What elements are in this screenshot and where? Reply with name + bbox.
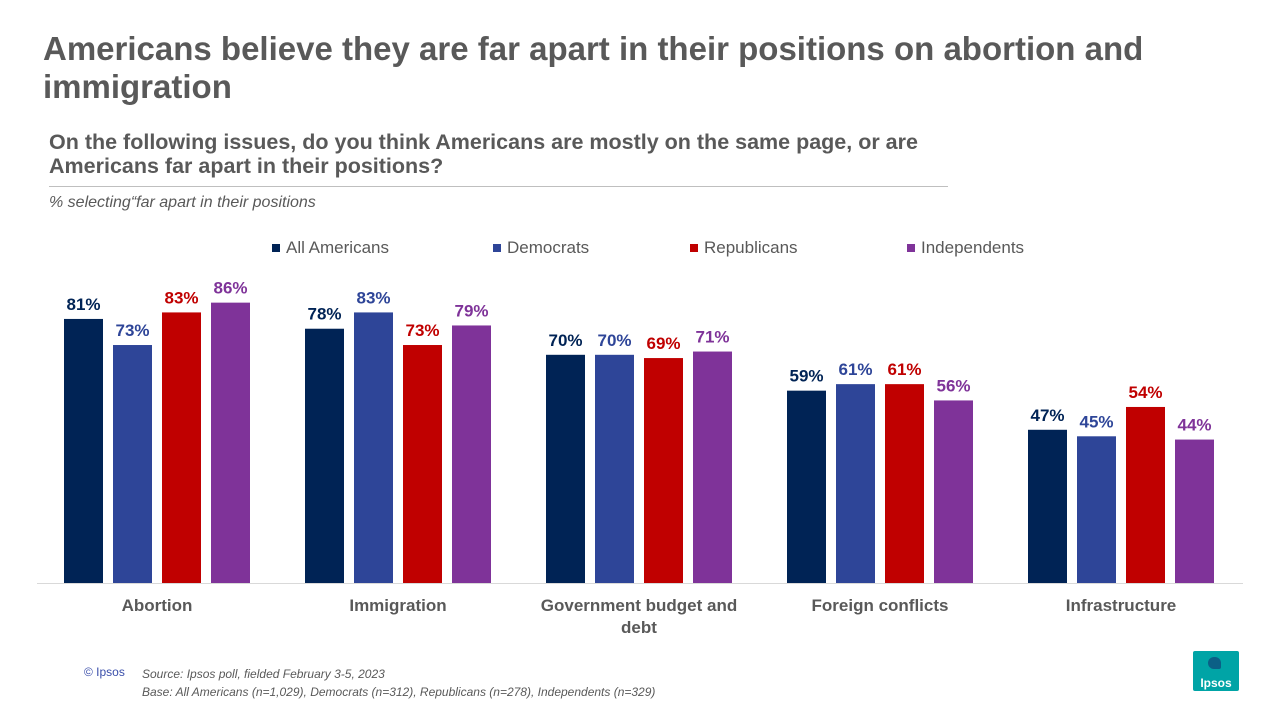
logo-text: Ipsos bbox=[1200, 676, 1232, 690]
data-label: 54% bbox=[1128, 383, 1162, 402]
legend-item-democrats: Democrats bbox=[493, 238, 589, 258]
ipsos-logo: Ipsos bbox=[1193, 651, 1239, 691]
data-label: 69% bbox=[646, 334, 680, 353]
logo-mark bbox=[1208, 657, 1221, 669]
legend-label: Independents bbox=[921, 238, 1025, 257]
legend-item-independents: Independents bbox=[907, 238, 1024, 258]
bar-all-americans-infrastructure bbox=[1028, 429, 1067, 583]
data-label: 47% bbox=[1030, 406, 1064, 425]
category-label-infrastructure: Infrastructure bbox=[1066, 596, 1177, 615]
bar-all-americans-immigration bbox=[305, 328, 344, 583]
data-label: 83% bbox=[164, 288, 198, 307]
chart-title: Americans believe they are far apart in … bbox=[43, 30, 1144, 105]
data-label: 81% bbox=[66, 295, 100, 314]
category-label-foreign-conflicts: Foreign conflicts bbox=[812, 596, 949, 615]
data-label: 45% bbox=[1079, 412, 1113, 431]
bar-all-americans-foreign-conflicts bbox=[787, 390, 826, 583]
category-label-immigration: Immigration bbox=[349, 596, 446, 615]
data-label: 44% bbox=[1177, 416, 1211, 435]
bar-republicans-infrastructure bbox=[1126, 406, 1165, 583]
legend-label: Democrats bbox=[507, 238, 590, 257]
legend: All Americans Democrats Republicans Inde… bbox=[0, 238, 1280, 262]
data-label: 73% bbox=[405, 321, 439, 340]
bar-democrats-immigration bbox=[354, 312, 393, 583]
legend-swatch bbox=[493, 244, 501, 252]
data-label: 59% bbox=[789, 367, 823, 386]
category-label-government-budget-and-debt: Government budget and debt bbox=[541, 596, 737, 637]
data-label: 70% bbox=[597, 331, 631, 350]
bar-independents-abortion bbox=[211, 302, 250, 583]
bar-independents-foreign-conflicts bbox=[934, 400, 973, 583]
legend-item-all-americans: All Americans bbox=[272, 238, 389, 258]
bar-independents-infrastructure bbox=[1175, 439, 1214, 583]
bar-democrats-foreign-conflicts bbox=[836, 384, 875, 583]
legend-swatch bbox=[272, 244, 280, 252]
data-label: 73% bbox=[115, 321, 149, 340]
data-label: 71% bbox=[695, 328, 729, 347]
bar-all-americans-abortion bbox=[64, 318, 103, 583]
base-line: Base: All Americans (n=1,029), Democrats… bbox=[142, 685, 656, 699]
data-label: 61% bbox=[838, 360, 872, 379]
bar-democrats-infrastructure bbox=[1077, 436, 1116, 583]
data-label: 86% bbox=[213, 279, 247, 298]
source-note: Source: Ipsos poll, fielded February 3-5… bbox=[142, 665, 655, 701]
data-label: 70% bbox=[548, 331, 582, 350]
legend-swatch bbox=[690, 244, 698, 252]
bar-republicans-foreign-conflicts bbox=[885, 384, 924, 583]
bar-all-americans-government-budget-and-debt bbox=[546, 354, 585, 583]
bar-republicans-immigration bbox=[403, 345, 442, 583]
bar-republicans-government-budget-and-debt bbox=[644, 358, 683, 583]
legend-item-republicans: Republicans bbox=[690, 238, 798, 258]
copyright: © Ipsos bbox=[84, 665, 125, 679]
chart-subtitle: On the following issues, do you think Am… bbox=[49, 130, 918, 178]
data-label: 79% bbox=[454, 301, 488, 320]
legend-swatch bbox=[907, 244, 915, 252]
legend-label: Republicans bbox=[704, 238, 798, 257]
source-line: Source: Ipsos poll, fielded February 3-5… bbox=[142, 667, 385, 681]
bar-democrats-abortion bbox=[113, 345, 152, 583]
data-label: 78% bbox=[307, 305, 341, 324]
bar-independents-immigration bbox=[452, 325, 491, 583]
data-label: 56% bbox=[936, 376, 970, 395]
bar-independents-government-budget-and-debt bbox=[693, 351, 732, 583]
chart-note: % selecting“far apart in their positions bbox=[49, 194, 316, 211]
bar-republicans-abortion bbox=[162, 312, 201, 583]
data-label: 61% bbox=[887, 360, 921, 379]
category-label-abortion: Abortion bbox=[122, 596, 193, 615]
bar-democrats-government-budget-and-debt bbox=[595, 354, 634, 583]
data-label: 83% bbox=[356, 288, 390, 307]
legend-label: All Americans bbox=[286, 238, 389, 257]
divider bbox=[49, 186, 948, 187]
